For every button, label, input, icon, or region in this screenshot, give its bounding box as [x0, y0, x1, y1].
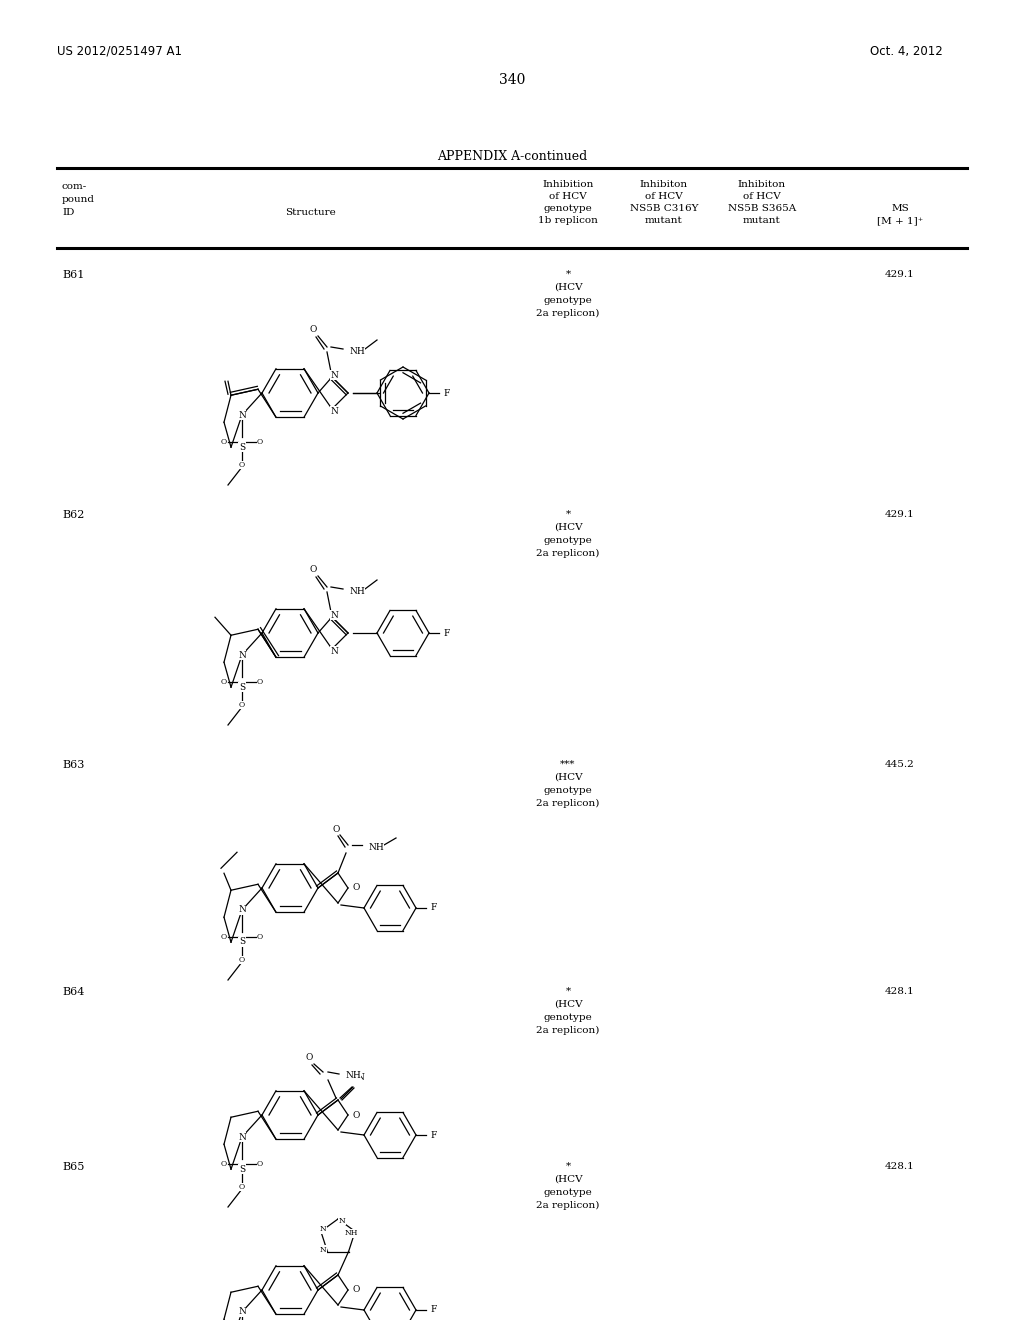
- Text: B64: B64: [62, 987, 84, 997]
- Text: O: O: [352, 1110, 359, 1119]
- Text: Inhibiton: Inhibiton: [640, 180, 688, 189]
- Text: genotype: genotype: [544, 205, 592, 213]
- Text: mutant: mutant: [645, 216, 683, 224]
- Text: N: N: [330, 371, 338, 380]
- Text: B65: B65: [62, 1162, 84, 1172]
- Text: O: O: [257, 438, 263, 446]
- Text: Oct. 4, 2012: Oct. 4, 2012: [870, 45, 943, 58]
- Text: O: O: [309, 565, 316, 573]
- Text: F: F: [430, 1305, 436, 1315]
- Text: O: O: [333, 825, 340, 833]
- Text: O: O: [221, 933, 227, 941]
- Text: NH: NH: [344, 1229, 357, 1237]
- Text: O: O: [221, 1160, 227, 1168]
- Text: 2a replicon): 2a replicon): [537, 309, 600, 318]
- Text: O: O: [239, 701, 245, 709]
- Text: O: O: [305, 1053, 312, 1063]
- Text: N: N: [238, 411, 246, 420]
- Text: genotype: genotype: [544, 296, 592, 305]
- Text: com-: com-: [62, 182, 87, 191]
- Text: S: S: [239, 682, 245, 692]
- Text: NS5B S365A: NS5B S365A: [728, 205, 796, 213]
- Text: *: *: [565, 987, 570, 997]
- Text: 429.1: 429.1: [885, 271, 914, 279]
- Text: N: N: [330, 610, 338, 619]
- Text: (HCV: (HCV: [554, 1001, 583, 1008]
- Text: NH: NH: [345, 1072, 360, 1081]
- Text: F: F: [443, 628, 450, 638]
- Text: N: N: [319, 1225, 327, 1233]
- Text: NH: NH: [349, 347, 365, 356]
- Text: N: N: [330, 407, 338, 416]
- Text: *: *: [565, 271, 570, 279]
- Text: ***: ***: [560, 760, 575, 770]
- Text: O: O: [239, 1183, 245, 1191]
- Text: S: S: [239, 442, 245, 451]
- Text: *: *: [565, 510, 570, 519]
- Text: 2a replicon): 2a replicon): [537, 799, 600, 808]
- Text: NH: NH: [349, 587, 365, 597]
- Text: [M + 1]⁺: [M + 1]⁺: [877, 216, 923, 224]
- Text: NH: NH: [368, 842, 384, 851]
- Text: O: O: [221, 678, 227, 686]
- Text: F: F: [430, 1130, 436, 1139]
- Text: F: F: [443, 388, 450, 397]
- Text: O: O: [221, 438, 227, 446]
- Text: O: O: [352, 883, 359, 892]
- Text: of HCV: of HCV: [743, 191, 781, 201]
- Text: B62: B62: [62, 510, 84, 520]
- Text: Inhibition: Inhibition: [543, 180, 594, 189]
- Text: 1b replicon: 1b replicon: [538, 216, 598, 224]
- Text: S: S: [239, 1164, 245, 1173]
- Text: NS5B C316Y: NS5B C316Y: [630, 205, 698, 213]
- Text: B63: B63: [62, 760, 84, 770]
- Text: 445.2: 445.2: [885, 760, 914, 770]
- Text: 428.1: 428.1: [885, 987, 914, 997]
- Text: mutant: mutant: [743, 216, 781, 224]
- Text: O: O: [257, 933, 263, 941]
- Text: O: O: [257, 678, 263, 686]
- Text: 2a replicon): 2a replicon): [537, 1026, 600, 1035]
- Text: N: N: [356, 1073, 364, 1082]
- Text: O: O: [239, 461, 245, 469]
- Text: B61: B61: [62, 271, 84, 280]
- Text: Inhibiton: Inhibiton: [738, 180, 786, 189]
- Text: 428.1: 428.1: [885, 1162, 914, 1171]
- Text: N: N: [321, 1246, 327, 1254]
- Text: N: N: [238, 651, 246, 660]
- Text: N: N: [238, 1133, 246, 1142]
- Text: genotype: genotype: [544, 785, 592, 795]
- Text: (HCV: (HCV: [554, 282, 583, 292]
- Text: 2a replicon): 2a replicon): [537, 549, 600, 558]
- Text: F: F: [430, 903, 436, 912]
- Text: US 2012/0251497 A1: US 2012/0251497 A1: [57, 45, 182, 58]
- Text: APPENDIX A-continued: APPENDIX A-continued: [437, 150, 587, 162]
- Text: genotype: genotype: [544, 1012, 592, 1022]
- Text: O: O: [309, 325, 316, 334]
- Text: MS: MS: [891, 205, 909, 213]
- Text: (HCV: (HCV: [554, 774, 583, 781]
- Text: Structure: Structure: [285, 209, 336, 216]
- Text: 2a replicon): 2a replicon): [537, 1201, 600, 1210]
- Text: O: O: [257, 1160, 263, 1168]
- Text: 340: 340: [499, 73, 525, 87]
- Text: O: O: [239, 956, 245, 964]
- Text: of HCV: of HCV: [549, 191, 587, 201]
- Text: genotype: genotype: [544, 1188, 592, 1197]
- Text: N: N: [330, 647, 338, 656]
- Text: N: N: [238, 1308, 246, 1316]
- Text: 429.1: 429.1: [885, 510, 914, 519]
- Text: (HCV: (HCV: [554, 1175, 583, 1184]
- Text: ID: ID: [62, 209, 75, 216]
- Text: of HCV: of HCV: [645, 191, 683, 201]
- Text: O: O: [352, 1286, 359, 1295]
- Text: S: S: [239, 937, 245, 946]
- Text: pound: pound: [62, 195, 95, 205]
- Text: N: N: [339, 1217, 345, 1225]
- Text: (HCV: (HCV: [554, 523, 583, 532]
- Text: genotype: genotype: [544, 536, 592, 545]
- Text: N: N: [238, 906, 246, 915]
- Text: *: *: [565, 1162, 570, 1171]
